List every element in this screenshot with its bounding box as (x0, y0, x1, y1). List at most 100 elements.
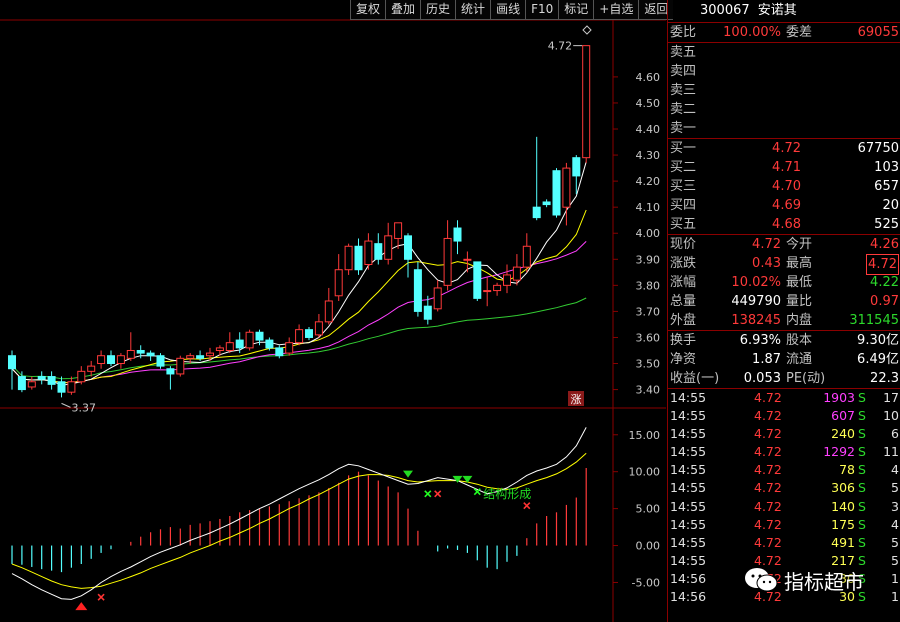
stat-row: 涨幅 10.02% 最低 4.22 (668, 273, 900, 292)
ask-list: 卖五 卖四 卖三 卖二 卖一 (668, 43, 900, 138)
stat-label: 内盘 (786, 313, 813, 328)
candle (126, 349, 135, 359)
candle (107, 355, 115, 365)
toolbar-button-8[interactable]: 返回 (638, 0, 674, 20)
candle (116, 355, 125, 365)
candle (364, 240, 373, 266)
candle (314, 321, 323, 336)
kline-chart[interactable]: 4.60 4.50 4.40 4.30 4.20 4.10 4.00 3.90 3.80 3.70… (0, 0, 666, 622)
tick-time: 14:55 (670, 480, 707, 496)
tick-row: 14:55 4.72 491 S 5 (668, 534, 900, 552)
stat-label: 净资 (670, 352, 697, 367)
candle (166, 368, 175, 375)
candle (67, 381, 76, 393)
signal-down-triangle-icon (403, 470, 413, 478)
toolbar-button-7[interactable]: +自选 (593, 0, 639, 20)
candle (473, 261, 482, 299)
candle (136, 349, 145, 354)
stat-row: 净资 1.87 流通 6.49亿 (668, 350, 900, 369)
signal-cross-icon (434, 490, 442, 498)
tick-volume: 607 (831, 408, 855, 424)
tick-time: 14:55 (670, 390, 707, 405)
stat-value: 10.02% (731, 275, 781, 290)
stock-header: 300067 安诺其 (668, 0, 900, 22)
tick-price: 4.72 (754, 498, 782, 514)
stat-label: 外盘 (670, 313, 697, 328)
limit-badge-label: 涨 (571, 393, 582, 406)
tick-count: 4 (891, 516, 899, 532)
stat-value: 4.72 (752, 237, 781, 252)
bid-price: 4.71 (772, 160, 801, 175)
low-pointer (61, 402, 71, 408)
tick-price: 4.72 (754, 589, 782, 605)
bid-volume: 525 (874, 217, 899, 232)
price-tick-label: 4.10 (636, 201, 661, 214)
ask-row: 卖四 (668, 62, 900, 81)
tick-side: S (858, 498, 866, 514)
price-tick-label: 3.80 (636, 279, 661, 292)
tick-price: 4.72 (754, 480, 782, 496)
diamond-icon[interactable] (582, 25, 592, 35)
stat-label: 最高 (786, 256, 813, 271)
bid-volume: 103 (874, 160, 899, 175)
tick-volume: 240 (831, 426, 855, 442)
stat-value: 22.3 (870, 371, 899, 386)
tick-volume: 306 (831, 480, 855, 496)
price-tick-label: 4.40 (636, 123, 661, 136)
stat-row: 外盘 138245 内盘 311545 (668, 311, 900, 330)
stat-value: 6.93% (739, 333, 781, 348)
candle (532, 206, 541, 219)
bid-label: 买四 (670, 198, 697, 213)
stat-row: 收益(一) 0.053 PE(动) 22.3 (668, 369, 900, 388)
tick-price: 4.72 (754, 516, 782, 532)
candle (334, 269, 343, 297)
candle (572, 157, 581, 177)
watermark-text: 指标超市 (784, 569, 864, 594)
toolbar: 复权 叠加 历史 统计 画线 F10 标记 +自选 返回 (350, 0, 674, 20)
tick-volume: 30 (839, 570, 855, 586)
tick-side: S (858, 444, 866, 460)
candle (562, 167, 571, 208)
tick-row: 14:55 4.72 240 S 6 (668, 425, 900, 443)
price-stats: 现价 4.72 今开 4.26 涨跌 0.43 最高 4.72 涨幅 10.02% 最低 4.22 总量… (668, 235, 900, 330)
price-tick-label: 4.30 (636, 149, 661, 162)
toolbar-button-5[interactable]: F10 (525, 0, 559, 20)
toolbar-button-6[interactable]: 标记 (558, 0, 594, 20)
toolbar-button-1[interactable]: 叠加 (385, 0, 421, 20)
stat-label: 涨跌 (670, 256, 697, 271)
low-label: 3.37 (72, 401, 97, 414)
stat-value: 4.22 (870, 275, 899, 290)
toolbar-button-3[interactable]: 统计 (455, 0, 491, 20)
candle (522, 245, 531, 268)
candle (404, 235, 412, 260)
tick-side: S (858, 426, 866, 442)
tick-time: 14:55 (670, 552, 707, 568)
candle (305, 329, 313, 338)
tick-count: 3 (891, 498, 899, 514)
tick-side: S (858, 552, 866, 568)
signal-down-triangle-icon (452, 475, 463, 483)
ma60-line (11, 297, 587, 380)
tick-price: 4.72 (754, 462, 782, 478)
tick-count: 5 (891, 534, 899, 550)
dif-line (11, 427, 587, 600)
toolbar-button-2[interactable]: 历史 (420, 0, 456, 20)
candle (196, 355, 205, 359)
stat-label: 最低 (786, 275, 813, 290)
toolbar-button-4[interactable]: 画线 (490, 0, 526, 20)
stat-label: 换手 (670, 333, 697, 348)
candle (413, 269, 422, 312)
tick-count: 17 (883, 390, 899, 405)
bid-volume: 657 (874, 179, 899, 194)
stat-value: 449790 (731, 294, 781, 309)
toolbar-button-0[interactable]: 复权 (350, 0, 386, 20)
stock-name: 安诺其 (757, 3, 797, 18)
stat-label: PE(动) (786, 371, 826, 386)
tick-price: 4.72 (754, 408, 782, 424)
candle (146, 352, 155, 357)
ask-row: 卖一 (668, 119, 900, 138)
tick-volume: 78 (839, 462, 855, 478)
candle (344, 245, 353, 271)
ask-label: 卖三 (670, 83, 697, 98)
